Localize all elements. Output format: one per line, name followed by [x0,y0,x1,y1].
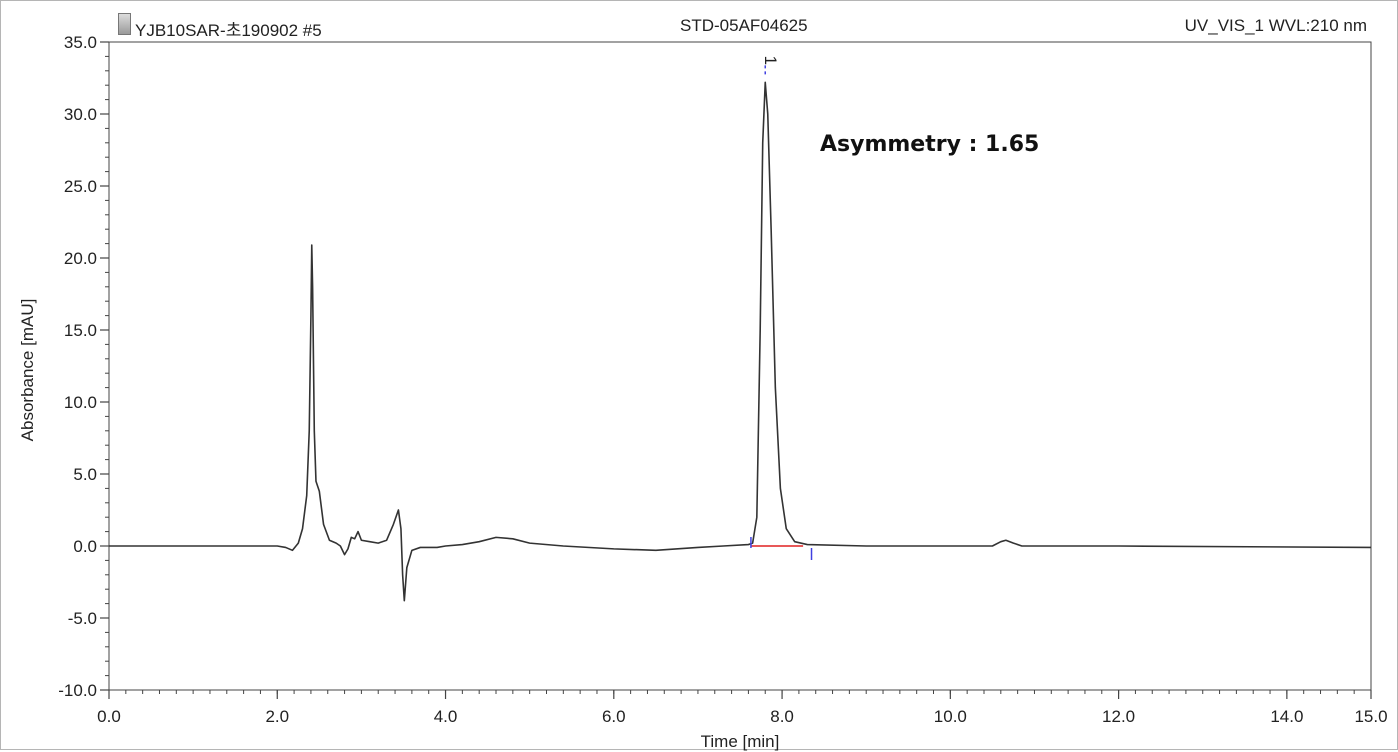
y-tick-label: 25.0 [64,177,97,196]
x-tick-label: 12.0 [1102,707,1135,726]
y-tick-label: 35.0 [64,33,97,52]
y-tick-label: -10.0 [58,681,97,700]
x-axis-label: Time [min] [700,732,780,751]
chromatogram-trace-0 [109,81,1372,602]
x-tick-label: 14.0 [1270,707,1303,726]
x-tick-label: 2.0 [265,707,289,726]
plot-area-border [108,41,1372,691]
y-tick-label: -5.0 [68,609,97,628]
x-tick-label: 15.0 [1354,707,1387,726]
detector-header: UV_VIS_1 WVL:210 nm [1184,16,1367,35]
x-tick-label: 6.0 [602,707,626,726]
y-tick-label: 30.0 [64,105,97,124]
x-tick-label: 0.0 [97,707,121,726]
y-tick-label: 0.0 [73,537,97,556]
y-axis-label: Absorbance [mAU] [18,298,37,442]
y-tick-label: 5.0 [73,465,97,484]
y-tick-label: 20.0 [64,249,97,268]
x-tick-label: 4.0 [434,707,458,726]
standard-id-header: STD-05AF04625 [680,16,808,35]
y-tick-label: 15.0 [64,321,97,340]
document-icon [118,13,131,35]
peak-number-label: 1 [761,56,780,65]
y-tick-label: 10.0 [64,393,97,412]
x-tick-label: 10.0 [934,707,967,726]
sample-name-header: YJB10SAR-초190902 #5 [135,21,322,40]
x-tick-label: 8.0 [770,707,794,726]
asymmetry-annotation: Asymmetry : 1.65 [820,132,1040,157]
